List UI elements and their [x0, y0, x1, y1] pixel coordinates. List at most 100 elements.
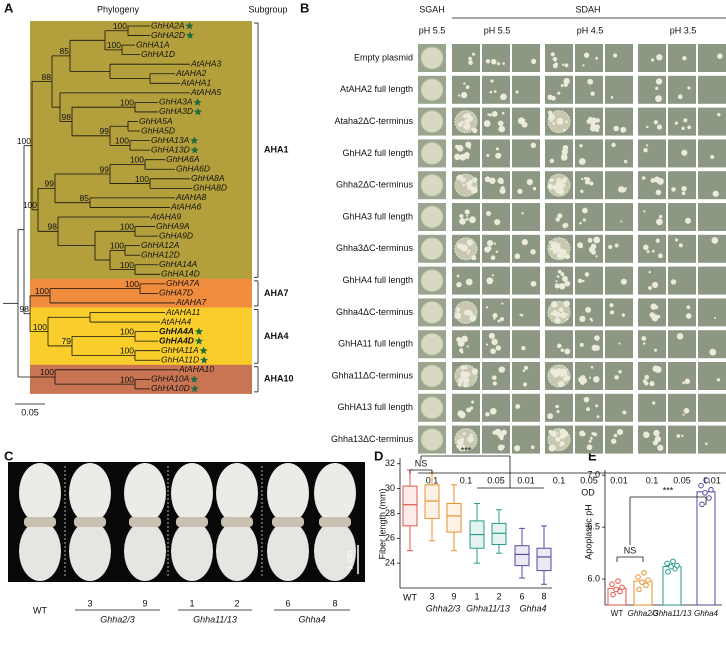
colony: [454, 312, 462, 320]
colony: [676, 434, 681, 438]
colony: [561, 255, 565, 259]
leaf-label: GhHA9A: [156, 221, 190, 231]
colony: [656, 124, 663, 130]
plate-cell: [482, 266, 510, 295]
colony: [523, 365, 529, 371]
colony: [650, 58, 655, 62]
colony: [458, 435, 461, 438]
row-label: Ataha2ΔC-terminus: [334, 116, 413, 126]
colony: [494, 218, 501, 226]
colony: [581, 177, 584, 181]
od-label: 0.1: [646, 475, 659, 485]
colony: [681, 434, 684, 438]
colony: [717, 53, 723, 59]
colony: [580, 246, 583, 249]
plate-cell: [668, 44, 696, 72]
colony: [493, 90, 497, 93]
colony: [621, 313, 626, 317]
colony: [495, 152, 502, 159]
plate-cell: [482, 362, 510, 390]
colony: [458, 176, 461, 179]
fiber-bundle: [314, 521, 356, 581]
leaf-label: GhHA6D: [176, 164, 210, 174]
row-label: GhHA2 full length: [342, 148, 413, 158]
plate-cell: [452, 330, 480, 359]
colony: [643, 210, 646, 213]
od-title: OD: [581, 487, 595, 497]
plate-cell: [698, 171, 726, 200]
x-tick-label: Ghha4: [694, 609, 719, 618]
colony-spot: [420, 332, 444, 356]
colony: [502, 62, 505, 65]
colony: [461, 335, 468, 343]
colony: [559, 383, 562, 386]
colony: [493, 317, 496, 320]
colony: [611, 438, 617, 444]
plate-cell: [512, 330, 540, 359]
colony: [620, 126, 627, 133]
colony: [491, 274, 494, 277]
sample-label: 3: [87, 598, 92, 608]
plate-cell: [605, 266, 633, 295]
colony: [682, 381, 685, 385]
sample-label: 8: [332, 598, 337, 608]
colony: [563, 77, 570, 85]
row-label: Ghha2ΔC-terminus: [336, 180, 414, 190]
colony-spot: [420, 269, 444, 293]
y-tick-label: 26: [385, 533, 395, 543]
leaf-label: GhHA3A: [159, 97, 193, 107]
leaf-label: AtAHA8: [175, 192, 207, 202]
colony: [648, 285, 652, 290]
colony: [463, 113, 468, 119]
bootstrap: 100: [33, 322, 47, 332]
colony: [609, 310, 615, 315]
colony: [493, 242, 496, 245]
colony: [492, 312, 498, 319]
row-label: Empty plasmid: [354, 52, 413, 62]
plate-cell: [575, 203, 603, 231]
colony-spot: [420, 78, 444, 102]
colony: [488, 113, 492, 117]
subgroup-label: AHA7: [264, 288, 289, 298]
star: [190, 136, 199, 144]
leaf-label: GhHA2A: [151, 20, 185, 30]
colony: [465, 217, 469, 221]
colony: [465, 141, 472, 148]
plate-cell: [638, 171, 666, 200]
colony: [466, 407, 472, 413]
colony: [643, 244, 649, 251]
plate-cell: [605, 362, 633, 390]
point: [643, 582, 649, 589]
colony: [554, 317, 561, 324]
leaf-label: GhHA14D: [161, 269, 200, 279]
colony: [559, 441, 565, 447]
colony: [590, 91, 595, 96]
colony: [685, 313, 692, 319]
colony-spot: [420, 396, 444, 420]
leaf-label: GhHA4D: [159, 335, 194, 345]
colony: [557, 185, 563, 191]
colony: [461, 244, 469, 252]
colony: [466, 252, 470, 255]
bootstrap: 100: [40, 367, 54, 377]
colony: [532, 186, 537, 191]
colony: [659, 214, 663, 219]
plate-cell: [512, 266, 540, 295]
colony: [466, 239, 474, 246]
colony: [521, 212, 524, 215]
colony: [470, 190, 474, 193]
leaf-label: GhHA2D: [151, 30, 185, 40]
fiber-bundle: [216, 521, 258, 581]
colony: [653, 120, 658, 125]
group-label: Ghha2/3: [100, 614, 135, 624]
fiber-waist: [272, 517, 304, 527]
bootstrap: 100: [120, 327, 134, 337]
panel-label: A: [4, 0, 14, 15]
colony: [495, 345, 502, 351]
leaf-label: GhHA5D: [141, 125, 175, 135]
point: [698, 482, 704, 489]
colony: [515, 404, 521, 410]
plate-cell: [638, 107, 666, 136]
ph-label: pH 3.5: [670, 25, 697, 35]
colony: [550, 52, 555, 57]
